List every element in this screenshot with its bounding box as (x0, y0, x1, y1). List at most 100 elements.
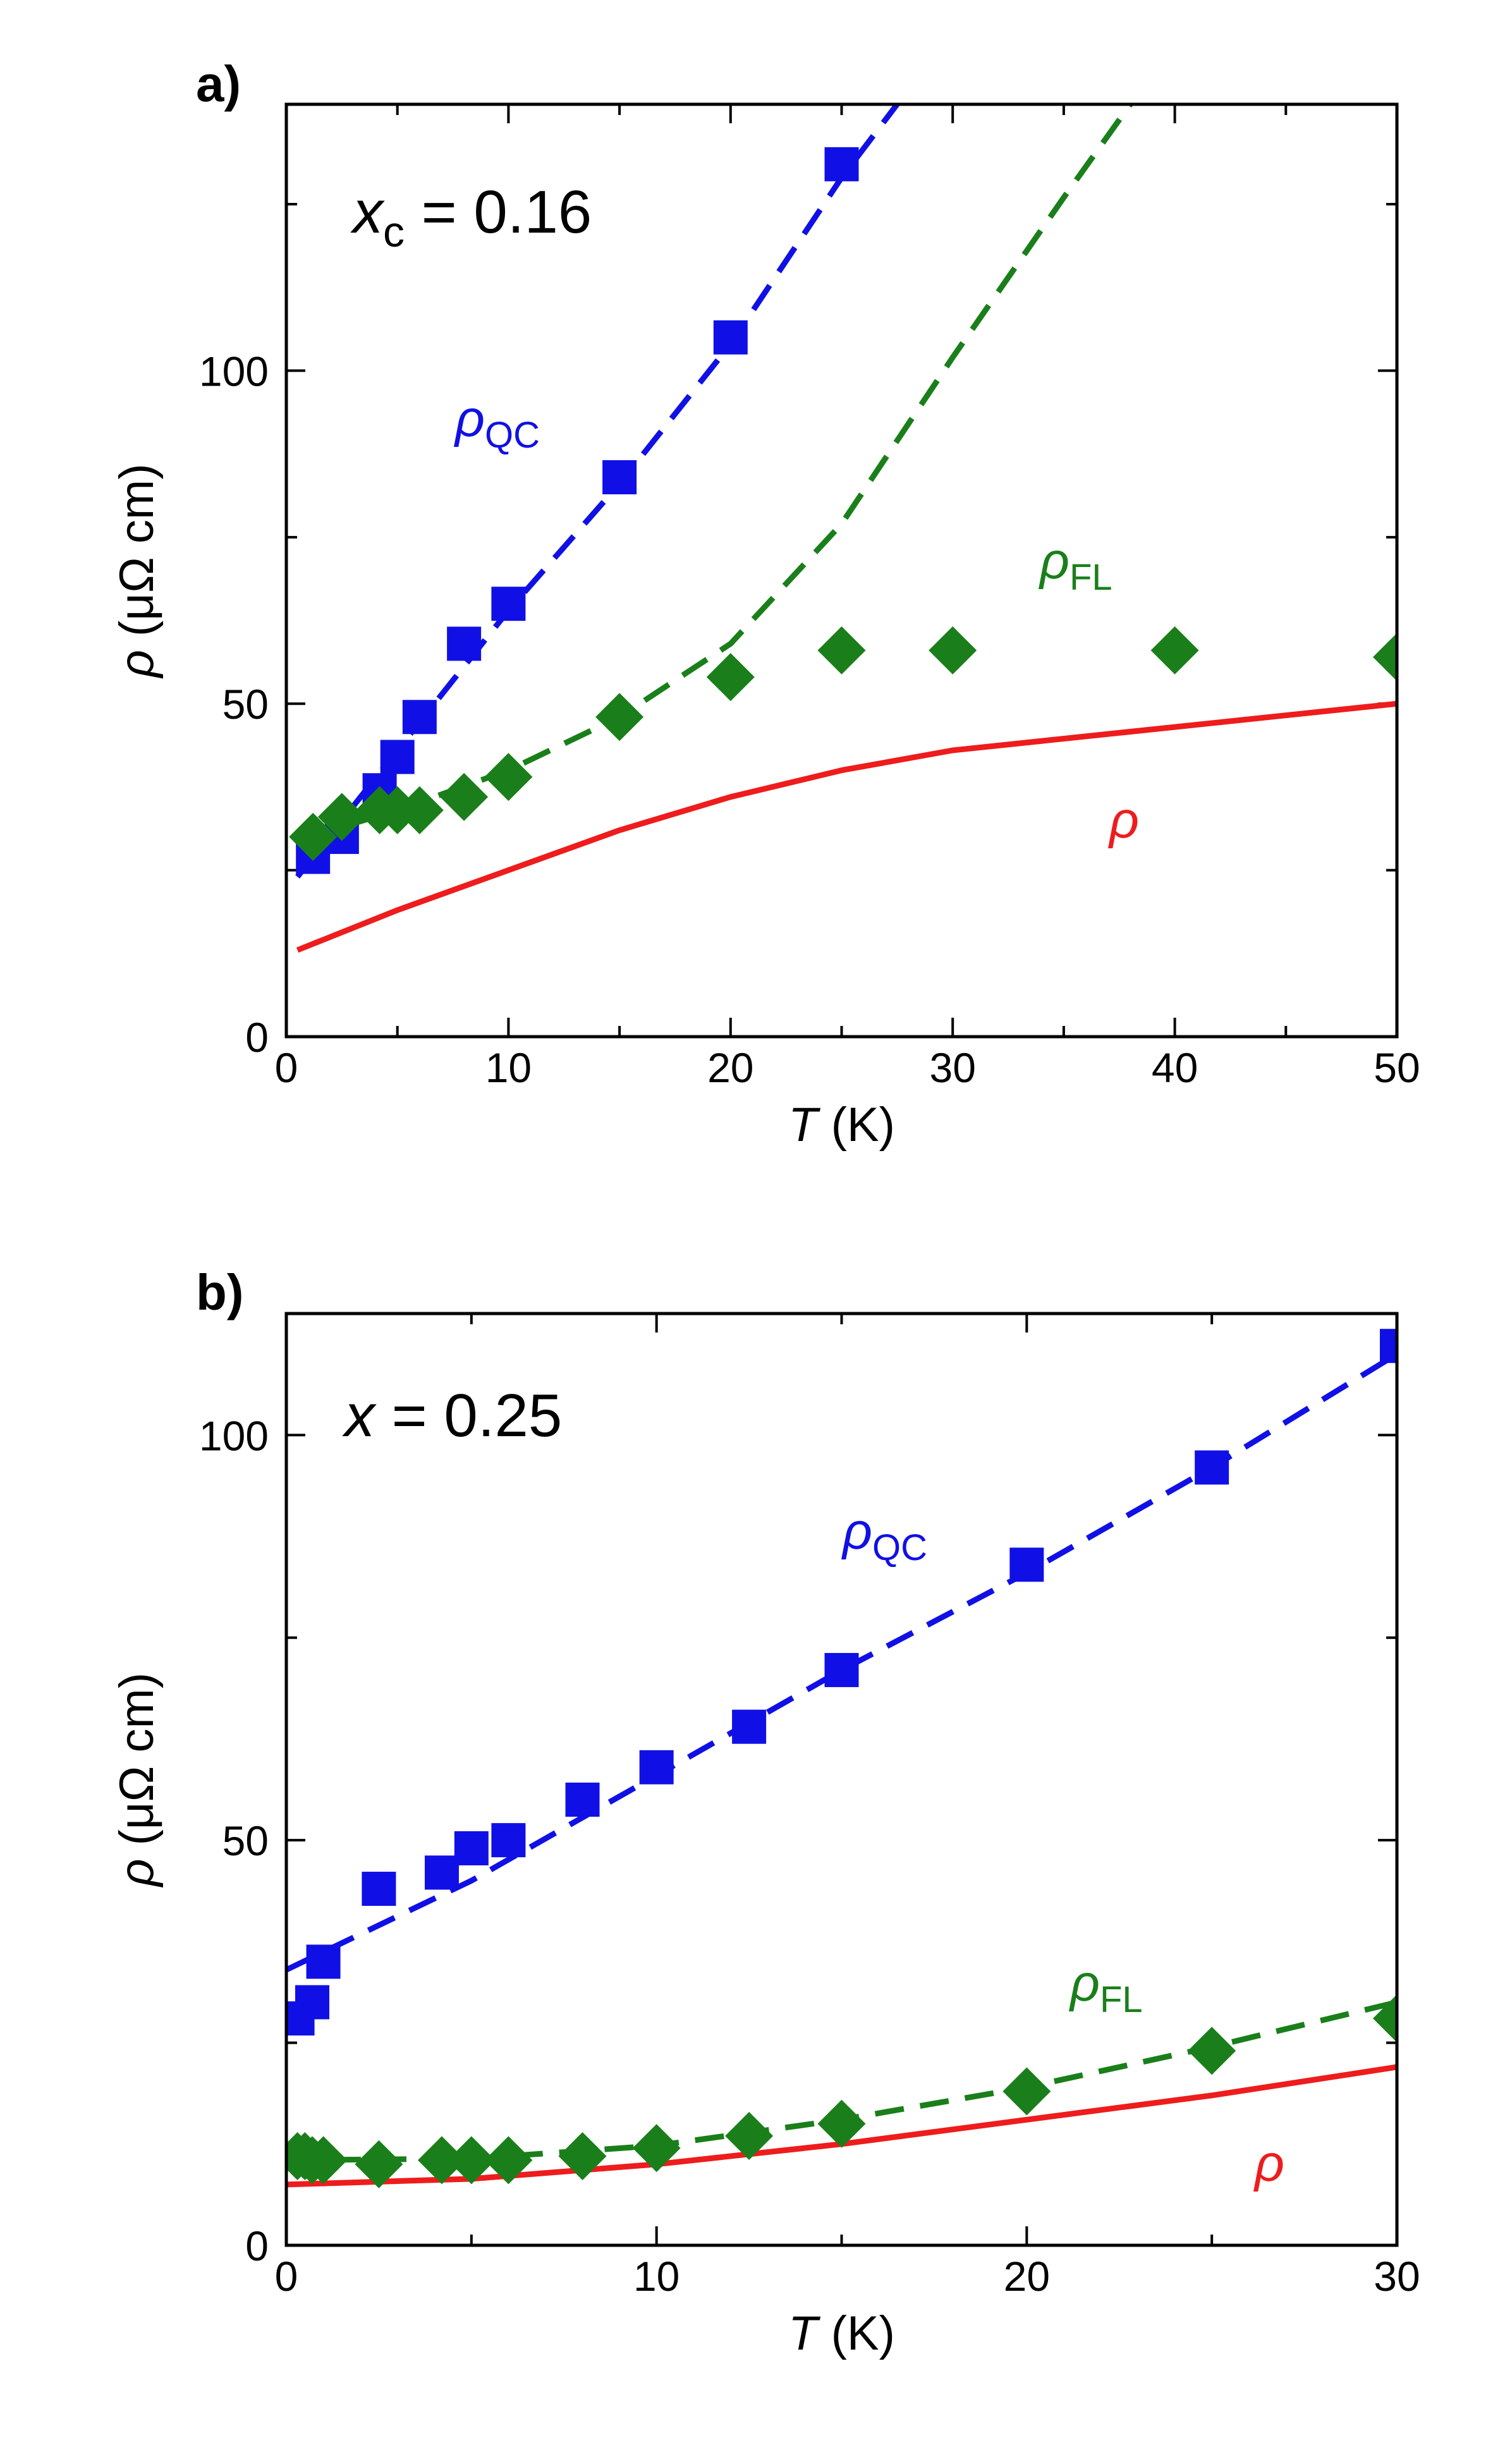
y-tick-label: 100 (199, 348, 269, 394)
marker-qc-square (732, 1709, 767, 1744)
marker-qc-square (454, 1831, 489, 1865)
series-label-rho: ρ (1108, 791, 1139, 849)
panel-label: b) (196, 1264, 244, 1320)
series-label-qc: ρQC (454, 390, 540, 456)
marker-qc-square (565, 1783, 600, 1817)
x-axis-label-unit: (K) (818, 2307, 895, 2360)
series-label-sub: QC (872, 1527, 927, 1568)
marker-fl-diamond (447, 2136, 496, 2185)
x-axis-label-var: T (788, 1098, 820, 1152)
annotation-sub: c (383, 208, 405, 256)
y-tick-label: 100 (199, 1412, 269, 1459)
marker-qc-square (295, 1985, 329, 2020)
plot-area (286, 1329, 1397, 2188)
marker-fl-diamond (595, 693, 644, 741)
x-tick-label: 30 (929, 1044, 975, 1091)
annotation: x = 0.25 (342, 1382, 562, 1449)
marker-qc-square (402, 700, 437, 735)
marker-qc-square (491, 587, 526, 621)
marker-fl-diamond (1188, 2027, 1236, 2075)
marker-fl-diamond (484, 753, 533, 802)
marker-qc-square (1380, 1329, 1397, 1363)
y-axis-label: ρ (μΩ cm) (110, 1673, 164, 1888)
x-tick-label: 10 (633, 2253, 679, 2300)
y-tick-label: 0 (245, 1014, 269, 1061)
marker-fl-diamond (725, 2111, 774, 2160)
marker-qc-square (713, 320, 748, 355)
fit-line-fl (307, 104, 1133, 840)
marker-qc-square (424, 1855, 459, 1890)
marker-qc-square (1009, 1547, 1044, 1582)
series-label-rho: ρ (1253, 2135, 1284, 2192)
marker-fl-diamond (440, 772, 489, 821)
marker-fl-diamond (289, 812, 338, 861)
series-label-fl: ρFL (1039, 532, 1112, 598)
series-label-symbol: ρ (841, 1503, 872, 1560)
x-tick-label: 10 (485, 1044, 532, 1091)
plot-area (289, 104, 1397, 953)
series-label-fl: ρFL (1069, 1955, 1143, 2020)
y-axis-label: ρ (μΩ cm) (110, 463, 164, 678)
marker-qc-square (491, 1823, 526, 1858)
panel-a: 0 10 20 30 40 50 0 50 100 T (K) ρ (μΩ cm) a) xc = 0.… (110, 56, 1420, 1152)
x-tick-label: 30 (1374, 2253, 1420, 2300)
marker-fl-diamond (417, 2136, 466, 2185)
marker-qc-square (362, 1872, 396, 1906)
y-tick-label: 0 (245, 2223, 269, 2269)
marker-fl-diamond (299, 2136, 348, 2185)
x-axis-label: T (K) (788, 2307, 895, 2360)
x-axis-label-unit: (K) (818, 1098, 895, 1152)
series-label-sub: FL (1100, 1979, 1143, 2020)
x-tick-label: 50 (1374, 1044, 1420, 1091)
x-tick-label: 40 (1152, 1044, 1198, 1091)
x-axis-label-var: T (788, 2307, 820, 2360)
x-tick-label: 20 (1004, 2253, 1050, 2300)
series-label-sub: FL (1069, 557, 1112, 598)
series-label-sub: QC (485, 415, 540, 456)
y-axis-label-var: ρ (110, 650, 164, 679)
x-tick-label: 20 (707, 1044, 753, 1091)
series-label-symbol: ρ (1253, 2135, 1284, 2192)
marker-fl-diamond (1150, 626, 1199, 674)
series-label-qc: ρQC (841, 1503, 927, 1568)
marker-qc-square (1195, 1450, 1229, 1485)
marker-fl-diamond (355, 2140, 403, 2188)
series-label-symbol: ρ (1039, 532, 1069, 590)
annotation: xc = 0.16 (350, 178, 592, 256)
marker-qc-square (824, 147, 859, 181)
marker-fl-diamond (317, 793, 366, 841)
x-tick-label: 0 (275, 1044, 298, 1091)
marker-fl-diamond (817, 2099, 866, 2148)
y-tick-label: 50 (222, 1817, 269, 1864)
marker-fl-diamond (632, 2124, 681, 2173)
annotation-var: x (350, 178, 385, 246)
series-rho-line (296, 700, 1397, 953)
annotation-value: = 0.16 (405, 178, 592, 246)
marker-fl-diamond (1373, 633, 1397, 681)
y-tick-label: 50 (222, 681, 269, 728)
marker-qc-square (306, 1944, 341, 1979)
marker-fl-diamond (706, 653, 755, 702)
marker-qc-square (380, 740, 415, 774)
series-label-symbol: ρ (1069, 1955, 1100, 2012)
marker-fl-diamond (1373, 1994, 1397, 2043)
marker-qc-square (447, 626, 482, 661)
marker-qc-square (824, 1652, 859, 1687)
y-axis-label-unit: (μΩ cm) (110, 1673, 164, 1859)
marker-fl-diamond (395, 786, 444, 834)
panel-label: a) (196, 56, 241, 112)
marker-qc-square (602, 460, 637, 494)
marker-fl-diamond (929, 626, 977, 674)
y-axis-label-var: ρ (110, 1859, 164, 1888)
x-tick-label: 0 (275, 2253, 298, 2300)
y-axis-label-unit: (μΩ cm) (110, 463, 164, 650)
annotation-value: = 0.25 (375, 1382, 562, 1449)
marker-fl-diamond (558, 2132, 607, 2181)
marker-fl-diamond (817, 626, 866, 674)
marker-fl-diamond (1002, 2067, 1051, 2116)
marker-qc-square (639, 1750, 674, 1784)
marker-fl-diamond (484, 2136, 533, 2185)
series-label-symbol: ρ (454, 390, 485, 448)
